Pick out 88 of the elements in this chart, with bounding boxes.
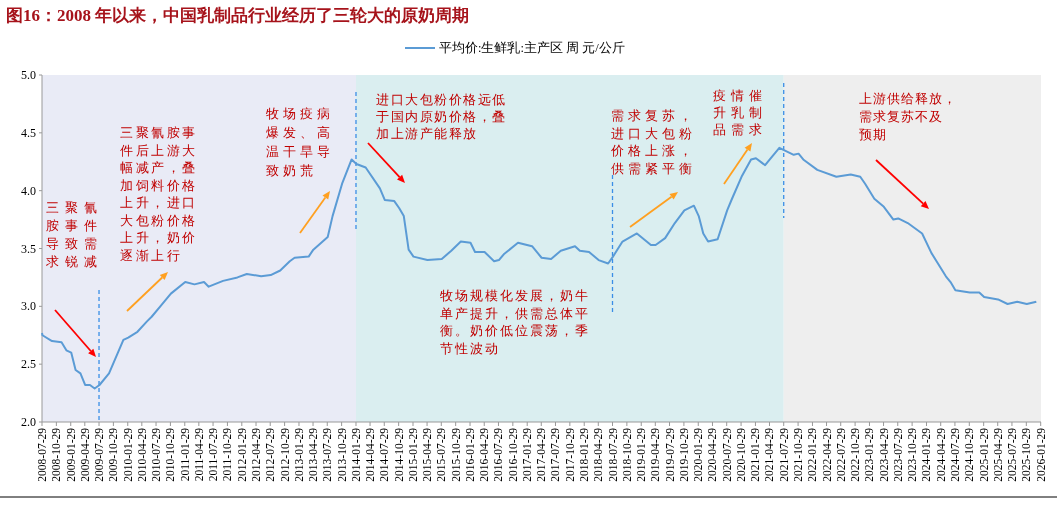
title: 图16：2008 年以来，中国乳制品行业经历了三轮大的原奶周期 <box>6 6 470 25</box>
y-tick-label: 4.5 <box>21 125 36 140</box>
x-tick-label: 2014-07-29 <box>378 427 391 482</box>
x-tick-label: 2008-07-29 <box>36 427 48 482</box>
x-tick-label: 2010-07-29 <box>150 427 163 482</box>
x-tick-label: 2014-10-29 <box>392 427 405 482</box>
x-tick-label: 2026-01-29 <box>1034 427 1047 482</box>
annotation: 疫情催升乳制品需求 <box>713 88 767 137</box>
x-tick-label: 2021-01-29 <box>749 427 762 482</box>
x-tick-label: 2025-04-29 <box>991 427 1004 482</box>
annotation: 上游供给释放，需求复苏不及预期 <box>859 91 957 142</box>
y-tick-label: 2.0 <box>21 415 36 429</box>
x-tick-label: 2014-04-29 <box>364 427 377 482</box>
x-tick-label: 2017-04-29 <box>535 427 548 482</box>
x-tick-label: 2013-07-29 <box>321 427 334 482</box>
x-tick-label: 2012-10-29 <box>278 427 291 482</box>
x-tick-label: 2025-01-29 <box>977 427 990 482</box>
x-tick-label: 2024-10-29 <box>963 427 976 482</box>
x-tick-label: 2013-10-29 <box>335 427 348 482</box>
x-tick-label: 2017-01-29 <box>521 427 534 482</box>
x-tick-label: 2022-01-29 <box>806 427 819 482</box>
x-tick-label: 2016-10-29 <box>506 427 519 482</box>
x-tick-label: 2011-01-29 <box>178 427 191 482</box>
x-tick-label: 2019-07-29 <box>663 427 676 482</box>
x-tick-label: 2011-07-29 <box>207 427 220 482</box>
x-tick-label: 2019-04-29 <box>649 427 662 482</box>
x-tick-label: 2013-01-29 <box>292 427 305 482</box>
x-tick-label: 2023-04-29 <box>877 427 890 482</box>
annotation: 牧场规模化发展，奶牛单产提升，供需总体平衡。奶价低位震荡，季节性波动 <box>440 288 590 356</box>
x-tick-label: 2024-07-29 <box>948 427 961 482</box>
x-tick-label: 2012-04-29 <box>250 427 263 482</box>
x-tick-label: 2022-10-29 <box>849 427 862 482</box>
y-tick-label: 3.0 <box>21 299 36 314</box>
x-tick-label: 2008-10-29 <box>50 427 63 482</box>
x-tick-label: 2010-04-29 <box>135 427 148 482</box>
x-tick-label: 2009-07-29 <box>93 427 106 482</box>
x-tick-label: 2015-04-29 <box>421 427 434 482</box>
x-tick-label: 2012-07-29 <box>264 427 277 482</box>
x-tick-label: 2019-10-29 <box>677 427 690 482</box>
x-tick-label: 2017-10-29 <box>563 427 576 482</box>
x-tick-label: 2024-01-29 <box>920 427 933 482</box>
x-tick-label: 2025-10-29 <box>1020 427 1033 482</box>
legend-label: 平均价:生鲜乳:主产区 周 元/公斤 <box>439 40 625 55</box>
x-tick-label: 2012-01-29 <box>235 427 248 482</box>
x-tick-label: 2009-04-29 <box>78 427 91 482</box>
x-tick-label: 2011-10-29 <box>221 427 234 482</box>
x-tick-label: 2025-07-29 <box>1005 427 1018 482</box>
x-tick-label: 2018-04-29 <box>592 427 605 482</box>
x-tick-label: 2010-10-29 <box>164 427 177 482</box>
x-tick-label: 2009-01-29 <box>64 427 77 482</box>
x-tick-label: 2016-07-29 <box>492 427 505 482</box>
x-tick-label: 2020-04-29 <box>706 427 719 482</box>
x-tick-label: 2011-04-29 <box>192 427 205 482</box>
x-tick-label: 2010-01-29 <box>121 427 134 482</box>
x-tick-label: 2014-01-29 <box>349 427 362 482</box>
y-tick-label: 3.5 <box>21 241 36 256</box>
x-tick-label: 2015-07-29 <box>435 427 448 482</box>
x-tick-label: 2019-01-29 <box>635 427 648 482</box>
y-tick-label: 4.0 <box>21 183 36 198</box>
x-tick-label: 2018-01-29 <box>578 427 591 482</box>
x-tick-label: 2015-01-29 <box>407 427 420 482</box>
x-tick-label: 2023-01-29 <box>863 427 876 482</box>
annotation: 三聚氰胺事件导致需求锐减 <box>46 200 103 269</box>
x-tick-label: 2023-07-29 <box>891 427 904 482</box>
annotation: 三聚氰胺事件后上游大幅减产，叠加饲料价格上升，进口大包粉价格上升，奶价逐渐上行 <box>120 125 198 263</box>
x-tick-label: 2022-04-29 <box>820 427 833 482</box>
annotation: 进口大包粉价格远低于国内原奶价格，叠加上游产能释放 <box>376 92 507 141</box>
x-tick-label: 2020-10-29 <box>735 427 748 482</box>
x-tick-label: 2009-10-29 <box>107 427 120 482</box>
x-tick-label: 2024-04-29 <box>934 427 947 482</box>
x-tick-label: 2021-04-29 <box>763 427 776 482</box>
annotation: 需求复苏，进口大包粉价格上涨，供需紧平衡 <box>611 108 696 176</box>
y-tick-label: 5.0 <box>21 68 36 82</box>
x-tick-label: 2020-07-29 <box>720 427 733 482</box>
x-tick-label: 2020-01-29 <box>692 427 705 482</box>
x-tick-label: 2018-10-29 <box>620 427 633 482</box>
y-tick-label: 2.5 <box>21 357 36 372</box>
annotation: 牧场疫病爆发、高温干旱导致奶荒 <box>266 106 334 178</box>
x-tick-label: 2016-01-29 <box>464 427 477 482</box>
x-tick-label: 2021-10-29 <box>792 427 805 482</box>
x-tick-label: 2017-07-29 <box>549 427 562 482</box>
x-tick-label: 2021-07-29 <box>777 427 790 482</box>
x-tick-label: 2015-10-29 <box>449 427 462 482</box>
x-tick-label: 2023-10-29 <box>906 427 919 482</box>
x-tick-label: 2013-04-29 <box>307 427 320 482</box>
x-tick-label: 2022-07-29 <box>834 427 847 482</box>
x-tick-label: 2018-07-29 <box>606 427 619 482</box>
x-tick-label: 2016-04-29 <box>478 427 491 482</box>
